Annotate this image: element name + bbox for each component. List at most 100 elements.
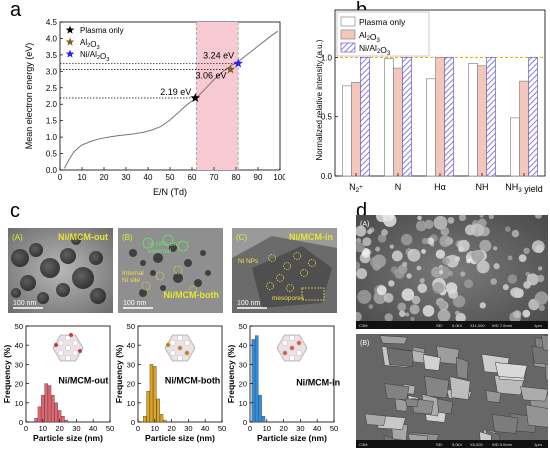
hist-particle-dot <box>178 346 182 350</box>
sem-a-grain <box>523 247 530 254</box>
hist-bar <box>251 339 256 423</box>
sem-b-crystal <box>386 347 415 367</box>
chart-a-xtick-label: 70 <box>210 173 219 182</box>
tem-c-particle-ring <box>300 269 308 277</box>
sem-a-grain <box>376 215 388 222</box>
tem-a-particle <box>40 258 60 278</box>
hist-bar <box>64 419 69 423</box>
sem-a-grain <box>401 288 415 301</box>
sem-a-grain <box>433 215 448 230</box>
hist-xtick-label: 10 <box>263 424 271 433</box>
tem-b-particle <box>173 273 183 283</box>
hist-particle-dot <box>69 333 73 337</box>
tem-b-particle <box>129 249 137 257</box>
hist-ytick-label: 40 <box>15 341 23 350</box>
sem-b-crystal <box>525 404 548 428</box>
chart-b-xtick-label: NH <box>476 182 489 192</box>
chart-a-ytick-label: 3.0 <box>46 67 58 76</box>
chart-b-ytick-label: 0.5 <box>321 113 333 122</box>
chart-a-mean-electron-energy: 0 10 20 30 40 50 60 70 80 90 100 0.0 0.5 1.0 1.5 2.0 2.5… <box>24 18 285 197</box>
sem-a-grain <box>513 310 522 319</box>
sem-a-grain <box>416 265 422 271</box>
sem-a-grain <box>422 237 429 245</box>
tem-b-tag: (B) <box>122 233 133 242</box>
chart-b-bar <box>444 57 454 177</box>
sem-a-grain <box>401 233 413 246</box>
hist-bar <box>37 406 42 423</box>
hist-bar <box>163 419 167 423</box>
hist-pore <box>296 350 302 356</box>
tem-b-particle <box>184 259 192 267</box>
hist-pore <box>289 355 295 361</box>
sem-b-crystal <box>485 390 502 403</box>
chart-b-bar <box>342 85 352 177</box>
sem-a-grain <box>383 292 394 303</box>
sem-a-grain <box>493 246 498 251</box>
sem-a-grain <box>422 305 435 317</box>
hist-ylabel: Frequency (%) <box>2 345 12 404</box>
sem-a-grain <box>466 258 471 264</box>
chart-a-ytick-label: 2.0 <box>46 100 58 109</box>
sem-a-grain <box>437 309 451 322</box>
chart-a-legend-star <box>65 37 75 46</box>
chart-b-bar <box>351 81 361 177</box>
sem-a-grain <box>534 215 542 219</box>
sem-a-grain <box>439 235 452 247</box>
tem-b-particle <box>139 289 147 297</box>
tem-image-ni-mcm-out: (A) Ni/MCM-out 100 nm <box>8 228 113 313</box>
hist-ytick-label: 40 <box>127 341 135 350</box>
sem-b-crystal <box>541 334 548 351</box>
sem-b-crystal <box>364 413 387 426</box>
hist-pore <box>58 350 64 356</box>
sem-b-crystal <box>449 376 471 400</box>
sem-a-grain <box>536 274 545 283</box>
chart-a-legend-label: Ni/Al2O3 <box>80 50 109 63</box>
hist-ytick-label: 10 <box>239 399 247 408</box>
sem-a-grain <box>411 295 421 305</box>
chart-a-ytick-label: 1.0 <box>46 133 58 142</box>
sem-b-crystal <box>436 398 453 415</box>
hist-xtick-label: 50 <box>218 424 226 433</box>
chart-a-ytick-label: 1.5 <box>46 117 58 126</box>
hist-xlabel: Particle size (nm) <box>145 433 215 443</box>
tem-a-tag: (A) <box>12 233 23 242</box>
sem-a-label-brand: C3M <box>359 323 367 328</box>
chart-b-bar <box>468 63 478 177</box>
tem-a-particle <box>37 292 49 304</box>
tem-a-particle <box>89 251 103 265</box>
hist-particle-dot <box>290 346 294 350</box>
chart-b-bar <box>426 78 436 177</box>
hist-ytick-label: 0 <box>131 418 135 427</box>
chart-a-legend-label: Plasma only <box>80 26 124 35</box>
sem-a-grain <box>356 261 361 270</box>
sem-b-label-kv: 5.0kV <box>452 442 463 447</box>
sem-a-grain <box>419 278 425 284</box>
hist-bar <box>51 394 55 423</box>
tem-b-anno-ni-nps-on: Ni NPs on <box>148 241 178 248</box>
tem-b-internal-site-ring <box>188 285 198 295</box>
chart-b-bar <box>528 57 538 177</box>
chart-a-legend-star <box>65 25 75 34</box>
hist-ytick-label: 10 <box>15 399 23 408</box>
sem-a-grain <box>455 312 466 324</box>
hist-pore <box>177 335 183 341</box>
hist-xtick-label: 30 <box>296 424 304 433</box>
tem-b-particle <box>153 253 163 263</box>
chart-a-ytick-label: 3.5 <box>46 51 58 60</box>
hist-pore <box>184 340 190 346</box>
hist-ytick-label: 30 <box>127 360 135 369</box>
tem-c-particle-ring <box>283 262 291 270</box>
sem-b-crystal <box>455 356 469 380</box>
sem-a-grain <box>391 250 403 262</box>
chart-b-bar <box>360 57 370 177</box>
chart-a-ytick-label: 2.5 <box>46 84 58 93</box>
hist-ytick-label: 0 <box>243 418 247 427</box>
sem-b-crystal <box>494 362 528 379</box>
sem-image-b: (B) C3M SEI 5.0kV X5,000 WD 9.0mm 1μm <box>356 334 548 448</box>
sem-a-grain <box>367 229 372 235</box>
chart-b-legend-label: Plasma only <box>359 17 406 27</box>
sem-a-grain <box>446 254 459 268</box>
hist-ytick-label: 50 <box>15 322 23 331</box>
hist-bar <box>146 391 150 423</box>
